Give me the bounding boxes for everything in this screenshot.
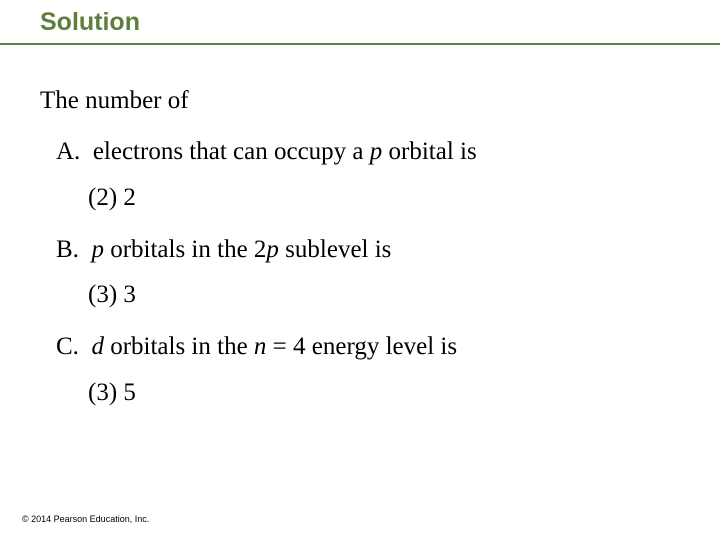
copyright-text: © 2014 Pearson Education, Inc. — [22, 514, 149, 524]
item-a-post: orbital is — [382, 138, 476, 165]
item-a-var: p — [370, 138, 383, 165]
lead-text: The number of — [40, 87, 680, 115]
item-c-var1: d — [91, 333, 104, 360]
item-c-mid1: orbitals in the — [104, 333, 254, 360]
item-b-var2: p — [266, 236, 279, 263]
item-b: B. p orbitals in the 2p sublevel is — [40, 233, 680, 267]
item-b-letter: B. — [56, 236, 79, 263]
item-c-post: = 4 energy level is — [266, 333, 457, 360]
item-c-answer: (3) 5 — [40, 376, 680, 410]
item-b-mid1: orbitals in the 2 — [104, 236, 266, 263]
slide-content: The number of A. electrons that can occu… — [0, 87, 720, 410]
item-b-post: sublevel is — [279, 236, 392, 263]
item-c: C. d orbitals in the n = 4 energy level … — [40, 330, 680, 364]
item-a-pre: electrons that can occupy a — [93, 138, 370, 165]
item-c-var2: n — [254, 333, 267, 360]
item-c-letter: C. — [56, 333, 79, 360]
item-b-answer: (3) 3 — [40, 278, 680, 312]
slide-heading: Solution — [0, 0, 720, 45]
item-a-answer: (2) 2 — [40, 181, 680, 215]
item-a: A. electrons that can occupy a p orbital… — [40, 135, 680, 169]
item-a-letter: A. — [56, 138, 80, 165]
item-b-var1: p — [91, 236, 104, 263]
